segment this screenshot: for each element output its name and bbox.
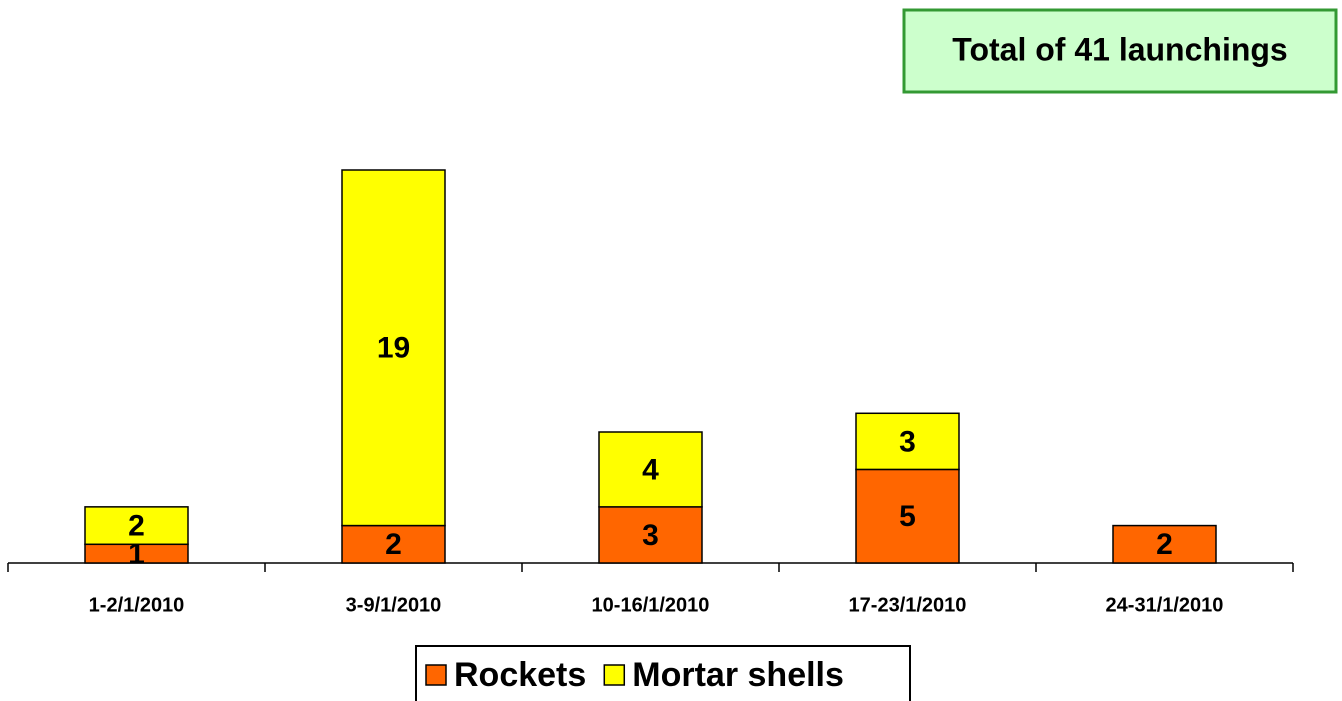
bar-segment [341, 524, 446, 564]
legend-box [415, 645, 911, 701]
annotation-box [902, 8, 1338, 94]
bar-segment [598, 506, 703, 564]
bar-segment [598, 431, 703, 508]
data-label: 5 [899, 500, 916, 533]
legend-label: Rockets [454, 656, 586, 694]
x-tick-label: 3-9/1/2010 [346, 594, 442, 616]
data-label: 2 [1156, 528, 1173, 561]
data-label: 3 [899, 425, 916, 458]
bar-segment [1112, 524, 1217, 564]
x-tick-label: 17-23/1/2010 [849, 594, 967, 616]
data-label: 2 [385, 528, 402, 561]
data-label: 2 [128, 509, 145, 542]
legend-swatch [603, 664, 626, 686]
legend-swatch [425, 664, 447, 686]
data-label: 1 [128, 538, 145, 571]
annotation: Total of 41 launchings [952, 31, 1287, 67]
data-label: 19 [377, 332, 410, 365]
x-tick-label: 10-16/1/2010 [592, 594, 710, 616]
bar-segment [84, 506, 189, 546]
x-tick-label: 24-31/1/2010 [1106, 594, 1224, 616]
bar-segment [855, 412, 960, 471]
data-label: 4 [642, 453, 659, 486]
data-label: 3 [642, 519, 659, 552]
bar-segment [341, 169, 446, 527]
x-tick-label: 1-2/1/2010 [89, 594, 185, 616]
legend-label: Mortar shells [632, 656, 844, 694]
bar-segment [855, 468, 960, 564]
